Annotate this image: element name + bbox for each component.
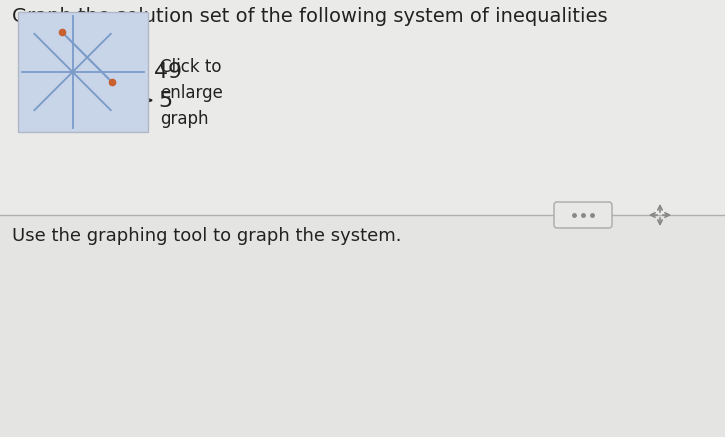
Text: $\mathregular{x+y>5}$: $\mathregular{x+y>5}$ [78,89,173,113]
FancyBboxPatch shape [554,202,612,228]
Text: Graph the solution set of the following system of inequalities: Graph the solution set of the following … [12,7,608,26]
FancyBboxPatch shape [18,12,148,132]
Text: Click to
enlarge
graph: Click to enlarge graph [160,58,223,128]
Text: $\mathregular{x}^2\mathregular{+y}^2\mathregular{\leq49}$: $\mathregular{x}^2\mathregular{+y}^2\mat… [60,57,183,86]
FancyBboxPatch shape [0,0,725,215]
FancyBboxPatch shape [0,215,725,437]
Text: Use the graphing tool to graph the system.: Use the graphing tool to graph the syste… [12,227,402,245]
